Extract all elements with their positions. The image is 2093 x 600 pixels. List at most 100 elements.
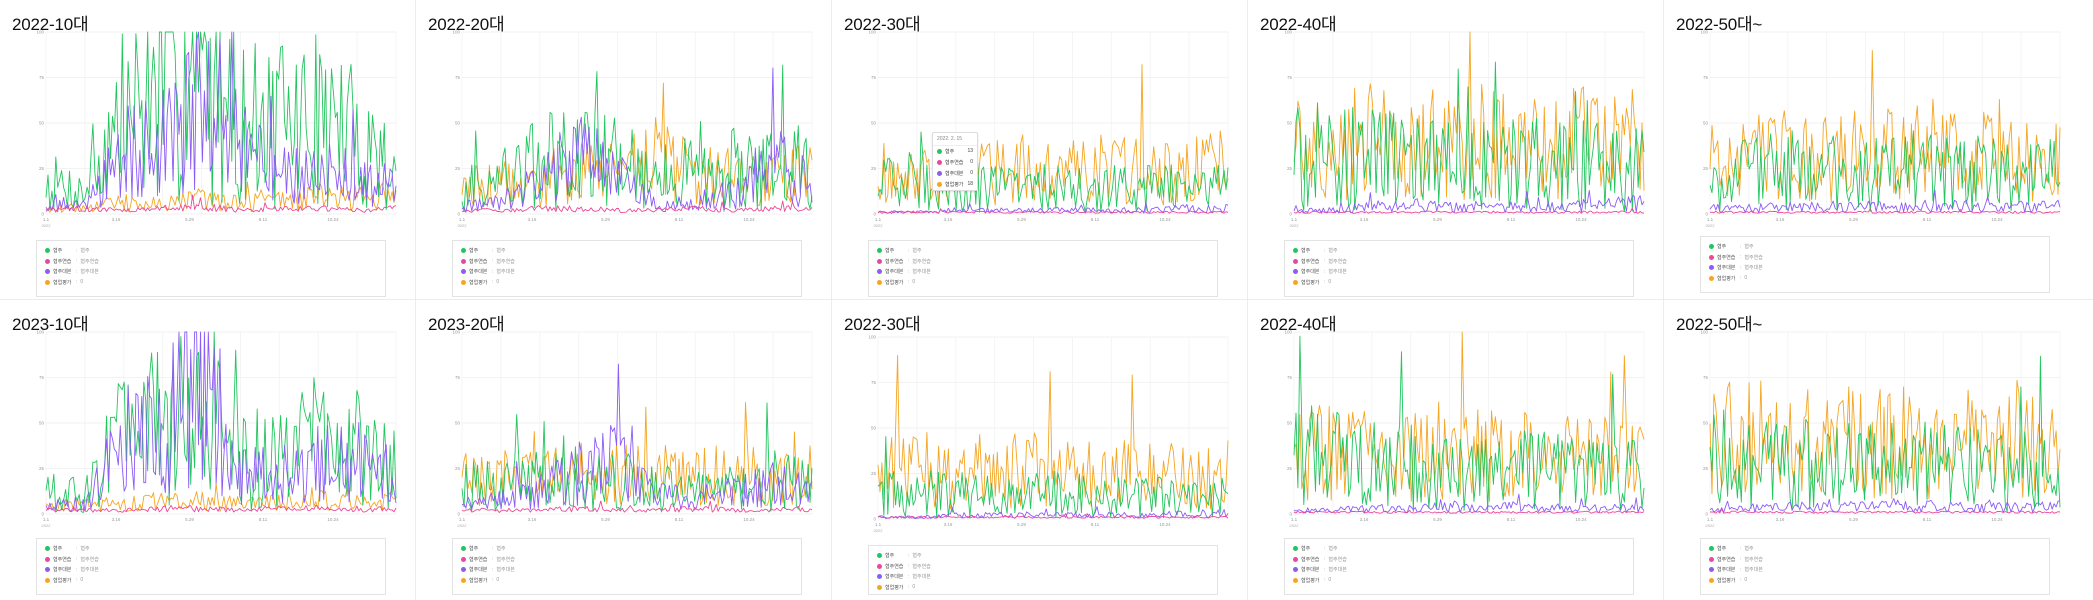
chart-title: 2022-30대 <box>844 15 921 34</box>
legend-item[interactable]: 협주연습: 협주연습 <box>877 258 931 268</box>
line-plot: 100 75 50 25 01.1 3.16 5.29 8.11 10.24 2022 <box>1284 30 1645 228</box>
legend-item[interactable]: 협업평가:0 <box>1709 577 1747 587</box>
series-line <box>461 402 813 513</box>
legend-item[interactable]: 협업평가:0 <box>877 584 915 594</box>
legend-item[interactable]: 협주연습: 협주연습 <box>1709 556 1763 566</box>
tooltip-series-value: 13 <box>967 148 973 154</box>
line-plot: 100 75 50 25 01.1 3.16 5.29 8.11 10.24 2022 <box>1700 30 2061 228</box>
y-tick-label: 100 <box>36 330 44 335</box>
legend-series-value: 협주연습 <box>1328 258 1347 265</box>
legend-item[interactable]: 협주: 협주 <box>1709 243 1754 253</box>
legend-item[interactable]: 협업평가:0 <box>1293 279 1331 289</box>
legend-item[interactable]: 협주연습: 협주연습 <box>1293 258 1347 268</box>
legend-item[interactable]: 협업평가:0 <box>45 577 83 587</box>
legend-item[interactable]: 협업평가:0 <box>877 279 915 289</box>
legend-item[interactable]: 협주: 협주 <box>877 552 922 562</box>
tooltip-series-value: 0 <box>970 159 973 165</box>
legend-item[interactable]: 협주대본: 협주대본 <box>45 268 99 278</box>
legend-box: 협주: 협주 협주연습: 협주연습 협주대본: 협주대본 협업평가:0 <box>1284 538 1634 595</box>
legend-item[interactable]: 협업평가:0 <box>461 279 499 289</box>
legend-series-value: 0 <box>496 577 500 583</box>
x-tick-label: 1.1 <box>875 522 882 527</box>
series-line <box>461 67 813 213</box>
legend-color-icon <box>877 248 882 253</box>
legend-series-value: 협주연습 <box>1744 254 1763 261</box>
y-tick-label: 0 <box>873 517 876 522</box>
legend-series-name: 협주대본 <box>885 269 904 275</box>
line-plot: 100 75 50 25 01.1 3.16 5.29 8.11 10.24 2022 <box>36 330 397 528</box>
tooltip-row: 협업평가 18 <box>933 179 977 190</box>
legend-item[interactable]: 협주연습: 협주연습 <box>45 556 99 566</box>
legend-item[interactable]: 협주연습: 협주연습 <box>1709 254 1763 264</box>
x-tick-label: 8.11 <box>1507 217 1516 222</box>
x-tick-label: 10.24 <box>743 217 755 222</box>
y-tick-label: 50 <box>39 421 45 426</box>
series-line <box>461 82 813 208</box>
legend-item[interactable]: 협주연습: 협주연습 <box>461 556 515 566</box>
legend-item[interactable]: 협주대본: 협주대본 <box>1293 566 1347 576</box>
legend-item[interactable]: 협업평가:0 <box>1293 577 1331 587</box>
legend-item[interactable]: 협주: 협주 <box>461 247 506 257</box>
legend-color-icon <box>1293 567 1298 572</box>
x-tick-label: 10.24 <box>1575 217 1587 222</box>
legend-item[interactable]: 협주대본: 협주대본 <box>877 268 931 278</box>
chart-panel: 2022-20대 100 75 50 25 0 1.1 3.16 5.29 8.11 10.24 20… <box>416 0 831 299</box>
legend-series-value: 협주 <box>496 248 506 254</box>
series-line <box>45 31 397 210</box>
legend-item[interactable]: 협업평가:0 <box>1709 275 1747 285</box>
legend-item[interactable]: 협주대본: 협주대본 <box>1709 264 1763 274</box>
legend-item[interactable]: 협주대본: 협주대본 <box>1293 268 1347 278</box>
legend-item[interactable]: 협주: 협주 <box>1709 545 1754 555</box>
legend-color-icon <box>877 563 882 569</box>
legend-series-name: 협주대본 <box>53 567 72 573</box>
legend-separator: : <box>492 247 494 254</box>
legend-separator: : <box>908 279 910 285</box>
legend-series-name: 협업평가 <box>1717 577 1736 584</box>
legend-series-value: 협주 <box>80 546 90 552</box>
legend-item[interactable]: 협업평가:0 <box>461 577 499 587</box>
y-tick-label: 25 <box>1703 466 1709 471</box>
legend-item[interactable]: 협주대본: 협주대본 <box>877 573 931 583</box>
legend-color-icon <box>1709 275 1714 281</box>
tooltip-date: 2022. 2. 15 <box>933 133 977 146</box>
legend-item[interactable]: 협주연습: 협주연습 <box>461 258 515 268</box>
legend-series-value: 협주연습 <box>912 258 931 265</box>
series-color-icon <box>937 149 942 155</box>
legend-item[interactable]: 협주대본: 협주대본 <box>461 268 515 278</box>
legend-item[interactable]: 협주: 협주 <box>45 247 90 257</box>
line-plot: 100 75 50 25 01.1 3.16 5.29 8.11 10.24 2022 <box>452 30 813 228</box>
legend-separator: : <box>76 577 78 583</box>
legend-item[interactable]: 협업평가:0 <box>45 279 83 289</box>
legend-item[interactable]: 협주연습: 협주연습 <box>1293 556 1347 566</box>
y-tick-label: 25 <box>455 166 461 171</box>
x-tick-label: 1.1 <box>1291 517 1298 522</box>
legend-separator: : <box>76 268 78 275</box>
x-tick-label: 10.24 <box>327 217 339 222</box>
series-line <box>877 513 1229 519</box>
legend-separator: : <box>1324 566 1326 573</box>
legend-item[interactable]: 협주대본: 협주대본 <box>45 566 99 576</box>
series-line <box>1293 335 1645 512</box>
legend-separator: : <box>492 566 494 573</box>
legend-item[interactable]: 협주대본: 협주대본 <box>461 566 515 576</box>
legend-item[interactable]: 협주대본: 협주대본 <box>1709 566 1763 576</box>
legend-color-icon <box>461 279 466 285</box>
legend-series-name: 협주대본 <box>1717 265 1736 271</box>
legend-item[interactable]: 협주: 협주 <box>1293 247 1338 257</box>
tooltip-series-name: 협주 <box>945 149 955 155</box>
legend-item[interactable]: 협주: 협주 <box>877 247 922 257</box>
y-tick-label: 25 <box>871 166 877 171</box>
legend-item[interactable]: 협주: 협주 <box>1293 545 1338 555</box>
x-tick-label: 5.29 <box>601 517 610 522</box>
legend-color-icon <box>1293 258 1298 264</box>
legend-item[interactable]: 협주: 협주 <box>461 545 506 555</box>
legend-item[interactable]: 협주: 협주 <box>45 545 90 555</box>
legend-series-name: 협업평가 <box>1301 279 1320 286</box>
legend-color-icon <box>45 556 50 562</box>
y-tick-label: 0 <box>1705 212 1708 217</box>
legend-item[interactable]: 협주연습: 협주연습 <box>45 258 99 268</box>
legend-series-name: 협주대본 <box>1301 269 1320 275</box>
legend-item[interactable]: 협주연습: 협주연습 <box>877 563 931 573</box>
y-tick-label: 100 <box>1700 30 1708 35</box>
series-line <box>45 504 397 513</box>
